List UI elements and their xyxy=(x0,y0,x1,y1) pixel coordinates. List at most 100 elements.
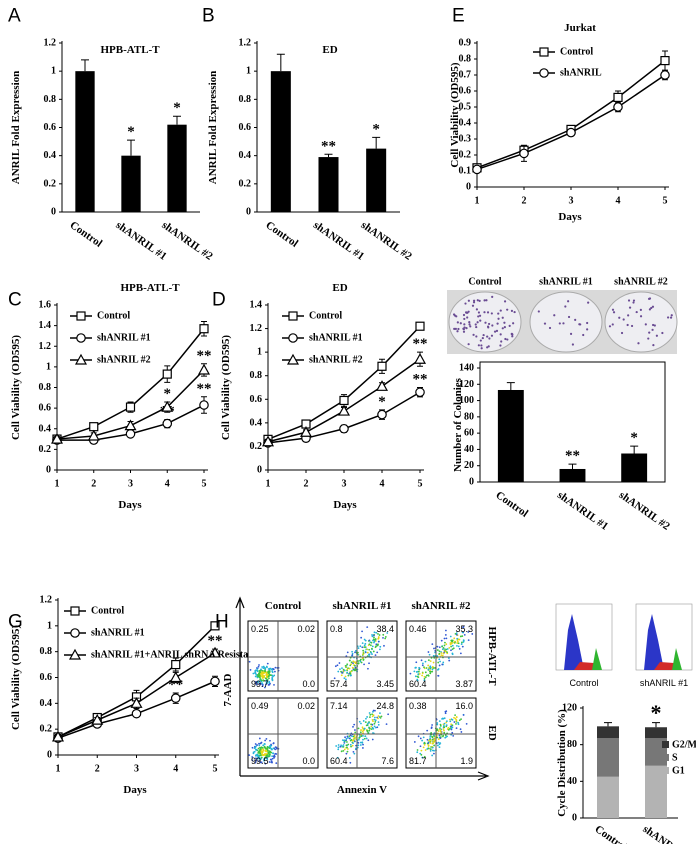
event-dot xyxy=(438,720,441,723)
marker xyxy=(415,321,425,331)
quadrant-value: 0.0 xyxy=(302,679,315,689)
y-tick-label: 0.2 xyxy=(44,178,57,189)
event-dot xyxy=(419,745,422,748)
colony xyxy=(463,317,466,321)
event-dot xyxy=(350,663,353,666)
event-dot xyxy=(366,723,369,725)
event-dot xyxy=(445,724,448,727)
event-dot xyxy=(368,662,370,665)
colony xyxy=(648,308,651,311)
x-tick-label: 3 xyxy=(569,196,574,207)
quadrant-value: 3.45 xyxy=(376,679,394,689)
quadrant-value: 38.4 xyxy=(376,624,394,634)
marker xyxy=(74,353,88,365)
event-dot xyxy=(261,753,264,756)
panel-letter: G xyxy=(8,612,23,633)
event-dot xyxy=(348,757,351,759)
bar xyxy=(270,71,291,213)
column-label: shANRIL #2 xyxy=(412,600,471,612)
event-dot xyxy=(437,738,440,741)
event-dot xyxy=(363,663,365,666)
significance: ** xyxy=(413,336,428,352)
marker xyxy=(125,402,136,412)
event-dot xyxy=(386,632,389,634)
colony xyxy=(669,316,673,319)
event-dot xyxy=(371,713,374,716)
event-dot xyxy=(351,650,354,653)
bar xyxy=(621,453,648,482)
event-dot xyxy=(422,736,425,739)
colony xyxy=(586,328,589,331)
colony xyxy=(456,321,459,324)
event-dot xyxy=(363,646,366,649)
event-dot xyxy=(370,728,373,731)
event-dot xyxy=(416,751,419,754)
event-dot xyxy=(354,649,357,652)
event-dot xyxy=(255,754,257,757)
event-dot xyxy=(270,674,272,677)
event-dot xyxy=(260,668,262,671)
error-bar xyxy=(630,445,639,454)
event-dot xyxy=(461,645,464,648)
event-dot xyxy=(455,727,458,730)
event-dot xyxy=(253,750,256,753)
event-dot xyxy=(450,645,453,648)
event-dot xyxy=(462,625,465,628)
x-tick-label: 3 xyxy=(128,479,133,490)
colony xyxy=(650,306,653,310)
event-dot xyxy=(437,674,440,677)
event-dot xyxy=(352,742,354,745)
colony xyxy=(637,342,640,345)
event-dot xyxy=(373,636,375,639)
marker xyxy=(70,606,80,616)
event-dot xyxy=(368,653,370,656)
quadrant-value: 16.0 xyxy=(455,701,473,711)
colony xyxy=(628,306,632,309)
colony xyxy=(467,299,470,302)
event-dot xyxy=(421,662,424,665)
quadrant-value: 0.49 xyxy=(251,701,269,711)
event-dot xyxy=(432,740,434,743)
marker xyxy=(210,621,220,631)
event-dot xyxy=(256,670,259,673)
marker xyxy=(377,409,387,420)
colony xyxy=(503,326,506,329)
colony xyxy=(491,324,494,327)
bar xyxy=(167,124,187,212)
event-dot xyxy=(379,712,381,715)
event-dot xyxy=(347,674,350,677)
colony xyxy=(503,300,507,303)
event-dot xyxy=(248,660,251,663)
event-dot xyxy=(419,737,422,740)
colony xyxy=(468,321,471,324)
y-tick-label: 0.4 xyxy=(250,417,263,428)
event-dot xyxy=(254,675,257,678)
event-dot xyxy=(366,729,369,732)
event-dot xyxy=(349,734,352,737)
event-dot xyxy=(249,669,252,671)
x-tick-label: 3 xyxy=(134,764,139,775)
colony xyxy=(471,304,475,307)
event-dot xyxy=(261,675,263,678)
y-axis-label: ANRIL Fold Expression xyxy=(207,71,219,185)
event-dot xyxy=(436,722,439,724)
image-label: Control xyxy=(468,277,501,288)
event-dot xyxy=(266,676,269,679)
event-dot xyxy=(346,735,349,738)
colony xyxy=(480,344,483,347)
event-dot xyxy=(444,710,447,713)
colony xyxy=(666,316,670,319)
quadrant-value: 7.14 xyxy=(330,701,348,711)
quadrant-value: 0.02 xyxy=(297,701,315,711)
event-dot xyxy=(441,663,444,666)
event-dot xyxy=(438,746,441,749)
event-dot xyxy=(450,723,453,726)
event-dot xyxy=(361,642,364,644)
event-dot xyxy=(384,635,387,638)
colony xyxy=(499,333,502,336)
event-dot xyxy=(352,660,355,663)
colony xyxy=(452,313,456,316)
bar-segment xyxy=(597,726,619,739)
marker xyxy=(261,435,275,447)
event-dot xyxy=(461,641,463,644)
